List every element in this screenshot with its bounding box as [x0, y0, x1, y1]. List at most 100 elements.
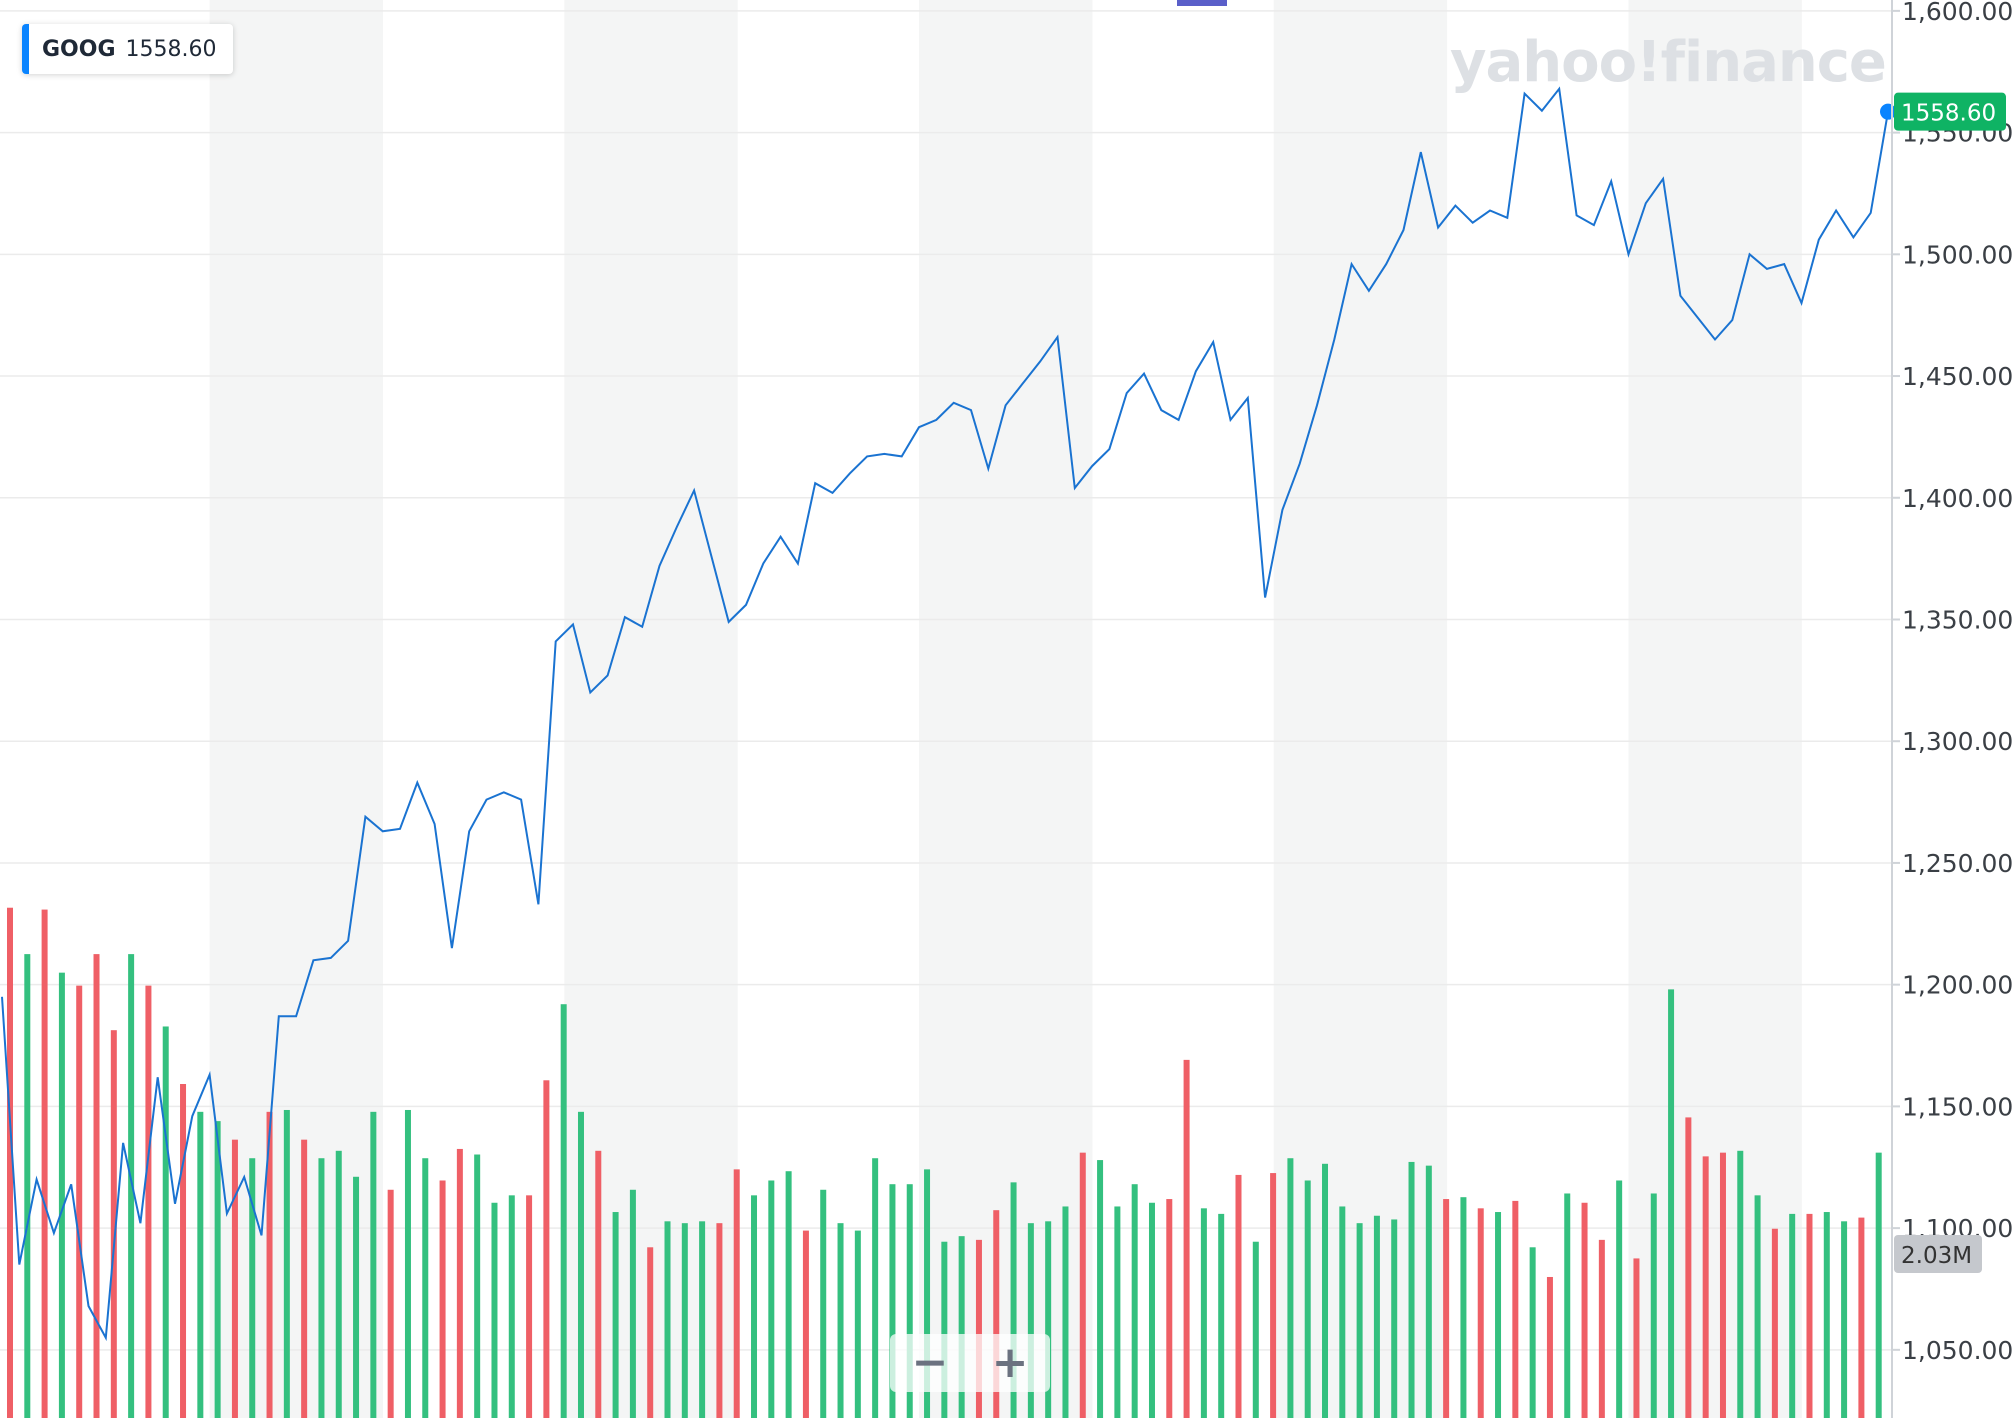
- volume-bar: [1270, 1173, 1277, 1418]
- y-tick-label: 1,500.00: [1902, 240, 2013, 269]
- volume-bar: [24, 954, 31, 1418]
- y-axis-ticks: 1,600.001,550.001,500.001,450.001,400.00…: [1892, 0, 2013, 1365]
- volume-bar: [76, 985, 83, 1418]
- y-tick-label: 1,400.00: [1902, 484, 2013, 513]
- volume-bar: [335, 1150, 342, 1418]
- y-tick-label: 1,300.00: [1902, 727, 2013, 756]
- volume-bar: [664, 1221, 671, 1418]
- volume-bar: [1668, 989, 1675, 1418]
- period-bands: [209, 0, 1802, 1418]
- volume-bar: [1598, 1239, 1605, 1418]
- volume-bar: [751, 1195, 758, 1418]
- volume-bar: [1754, 1195, 1761, 1418]
- volume-bar: [1564, 1193, 1571, 1418]
- volume-bar: [1616, 1180, 1623, 1418]
- volume-bar: [1408, 1161, 1415, 1418]
- volume-bar: [1200, 1208, 1207, 1418]
- volume-bar: [1546, 1276, 1553, 1418]
- volume-bar: [629, 1189, 636, 1418]
- volume-bar: [681, 1223, 688, 1418]
- volume-bar: [145, 985, 152, 1418]
- volume-bar: [1391, 1219, 1398, 1418]
- volume-bar: [543, 1080, 550, 1418]
- volume-bar: [1235, 1174, 1242, 1418]
- volume-bar: [1131, 1184, 1138, 1418]
- top-marker: [1177, 0, 1227, 6]
- volume-bar: [1322, 1163, 1329, 1418]
- volume-bar: [180, 1084, 187, 1418]
- volume-bar: [924, 1169, 931, 1418]
- volume-bar: [1633, 1258, 1640, 1418]
- volume-bar: [231, 1139, 238, 1418]
- volume-bar: [1045, 1221, 1052, 1418]
- volume-bar: [906, 1184, 913, 1418]
- y-tick-label: 1,050.00: [1902, 1336, 2013, 1365]
- volume-bar: [1079, 1152, 1086, 1418]
- price-line: [1, 86, 1889, 1342]
- volume-bar: [301, 1139, 308, 1418]
- volume-bar: [318, 1158, 325, 1418]
- volume-bar: [1702, 1156, 1709, 1418]
- volume-bar: [41, 909, 48, 1418]
- volume-badge: 2.03M: [1894, 1235, 1982, 1273]
- zoom-in-button[interactable]: +: [991, 1337, 1029, 1388]
- volume-bar: [387, 1189, 394, 1418]
- volume-bar: [958, 1236, 965, 1418]
- volume-bar: [1097, 1160, 1104, 1418]
- volume-bar: [1685, 1117, 1692, 1418]
- volume-bar: [1356, 1223, 1363, 1418]
- volume-bar: [1875, 1152, 1882, 1418]
- volume-bar: [439, 1180, 446, 1418]
- volume-bar: [1650, 1193, 1657, 1418]
- volume-bar: [1737, 1150, 1744, 1418]
- volume-bar: [1789, 1213, 1796, 1418]
- volume-bar: [595, 1150, 602, 1418]
- zoom-out-button[interactable]: −: [911, 1337, 949, 1388]
- volume-bar: [1858, 1217, 1865, 1418]
- last-price-dot: [1880, 103, 1896, 120]
- volume-bar: [1183, 1059, 1190, 1418]
- volume-bar: [699, 1221, 706, 1418]
- period-band: [919, 0, 1093, 1418]
- volume-bar: [802, 1230, 809, 1418]
- volume-bar: [370, 1111, 377, 1418]
- volume-bar: [162, 1026, 169, 1418]
- zoom-controls: − +: [890, 1334, 1050, 1392]
- y-tick-label: 1,150.00: [1902, 1092, 2013, 1121]
- volume-bar: [1719, 1152, 1726, 1418]
- volume-bar: [1339, 1206, 1346, 1418]
- ticker-price: 1558.60: [125, 36, 217, 62]
- volume-bar: [854, 1230, 861, 1418]
- volume-bar: [1443, 1199, 1450, 1418]
- volume-bar: [1114, 1206, 1121, 1418]
- yahoo-finance-logo: yahoo!finance: [1450, 30, 1887, 95]
- volume-bar: [526, 1195, 533, 1418]
- volume-bar: [1166, 1199, 1173, 1418]
- volume-bar: [1425, 1165, 1432, 1418]
- volume-bar: [7, 907, 13, 1418]
- volume-bar: [1148, 1202, 1155, 1418]
- volume-bar: [1841, 1221, 1848, 1418]
- volume-bar: [1477, 1208, 1484, 1418]
- volume-bar: [128, 954, 135, 1418]
- volume-bar: [508, 1195, 515, 1418]
- period-band: [564, 0, 738, 1418]
- ticker-accent-bar: [22, 24, 29, 74]
- volume-bar: [733, 1169, 740, 1418]
- volume-bar: [249, 1158, 256, 1418]
- period-band: [1273, 0, 1448, 1418]
- volume-bar: [1581, 1202, 1588, 1418]
- volume-bar: [1218, 1213, 1225, 1418]
- volume-bar: [93, 954, 100, 1418]
- volume-bar: [785, 1171, 792, 1418]
- last-price-badge: 1558.60: [1894, 92, 2006, 131]
- y-tick-label: 1,600.00: [1902, 0, 2013, 26]
- volume-bar: [422, 1158, 429, 1418]
- volume-bar: [837, 1223, 844, 1418]
- volume-bar: [1252, 1241, 1259, 1418]
- volume-bar: [577, 1111, 584, 1418]
- volume-bar: [353, 1176, 360, 1418]
- last-price-label: 1558.60: [1901, 101, 1996, 127]
- volume-bar: [820, 1189, 827, 1418]
